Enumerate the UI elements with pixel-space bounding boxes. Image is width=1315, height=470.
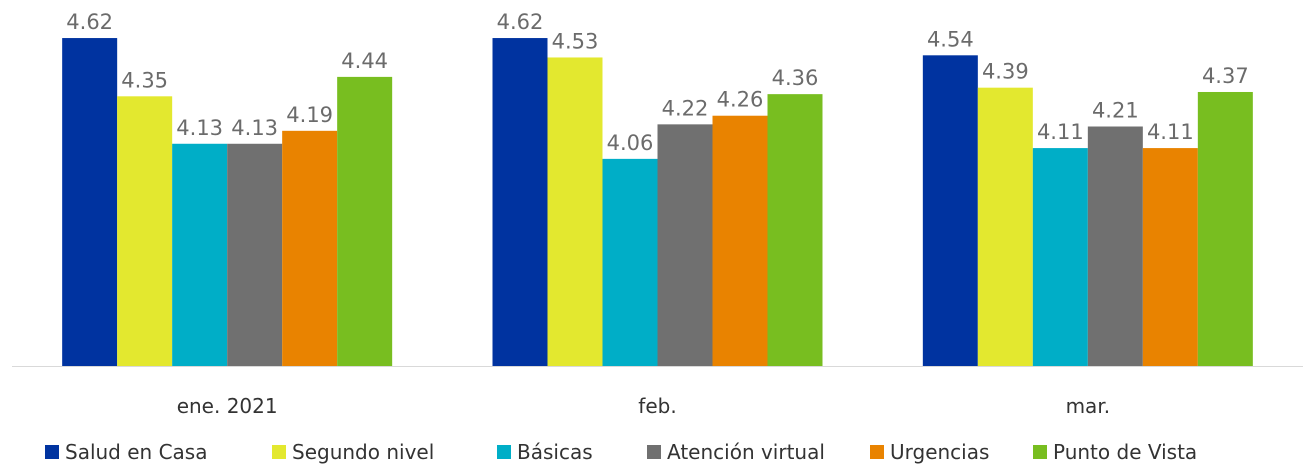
bar-2-3 <box>602 158 658 366</box>
bar-3-5 <box>1142 148 1198 366</box>
bar-1-6 <box>337 76 393 366</box>
legend-label-5: Urgencias <box>890 440 989 464</box>
bar-1-1 <box>62 38 118 366</box>
value-label-1-1: 4.62 <box>66 10 113 34</box>
value-label-3-3: 4.11 <box>1037 120 1084 144</box>
value-label-2-6: 4.36 <box>772 66 819 90</box>
value-label-1-2: 4.35 <box>121 68 168 92</box>
bar-3-2 <box>977 87 1033 366</box>
category-labels-layer: ene. 2021 feb. mar. <box>177 394 1110 418</box>
value-label-2-3: 4.06 <box>607 131 654 155</box>
legend-swatch-3 <box>497 445 511 459</box>
legend-swatch-4 <box>647 445 661 459</box>
bar-3-3 <box>1032 148 1088 366</box>
bar-3-1 <box>922 55 978 367</box>
legend-swatch-6 <box>1033 445 1047 459</box>
bar-1-5 <box>282 130 338 366</box>
value-label-3-5: 4.11 <box>1147 120 1194 144</box>
bar-2-4 <box>657 124 713 366</box>
bar-1-3 <box>172 143 228 366</box>
value-label-3-1: 4.54 <box>927 27 974 51</box>
value-label-2-2: 4.53 <box>552 29 599 53</box>
category-label-2: feb. <box>638 394 676 418</box>
value-label-1-6: 4.44 <box>341 49 388 73</box>
value-label-2-1: 4.62 <box>497 10 544 34</box>
value-labels-layer: 4.62 4.35 4.13 4.13 4.19 4.44 4.62 4.53 4.06 4.22… <box>66 10 1248 155</box>
value-label-3-6: 4.37 <box>1202 64 1249 88</box>
bar-1-2 <box>117 96 173 366</box>
legend-label-6: Punto de Vista <box>1053 440 1197 464</box>
legend: Salud en Casa Segundo nivel Básicas Atenció… <box>45 440 1197 464</box>
value-label-3-2: 4.39 <box>982 60 1029 84</box>
bar-3-4 <box>1087 126 1143 366</box>
bar-2-2 <box>547 57 603 366</box>
bar-2-1 <box>492 38 548 366</box>
value-label-2-4: 4.22 <box>662 96 709 120</box>
bar-1-4 <box>227 143 283 366</box>
value-label-3-4: 4.21 <box>1092 99 1139 123</box>
category-label-1: ene. 2021 <box>177 394 278 418</box>
legend-label-3: Básicas <box>517 440 593 464</box>
value-label-1-5: 4.19 <box>286 103 333 127</box>
bar-2-5 <box>712 115 768 366</box>
bars-layer <box>62 38 1253 367</box>
value-label-1-3: 4.13 <box>176 116 223 140</box>
legend-label-1: Salud en Casa <box>65 440 207 464</box>
category-label-3: mar. <box>1066 394 1110 418</box>
legend-label-4: Atención virtual <box>667 440 825 464</box>
value-label-2-5: 4.26 <box>717 88 764 112</box>
legend-swatch-2 <box>272 445 286 459</box>
value-label-1-4: 4.13 <box>231 116 278 140</box>
legend-swatch-5 <box>870 445 884 459</box>
bar-2-6 <box>767 94 823 367</box>
bar-3-6 <box>1197 91 1253 366</box>
legend-swatch-1 <box>45 445 59 459</box>
legend-label-2: Segundo nivel <box>292 440 434 464</box>
